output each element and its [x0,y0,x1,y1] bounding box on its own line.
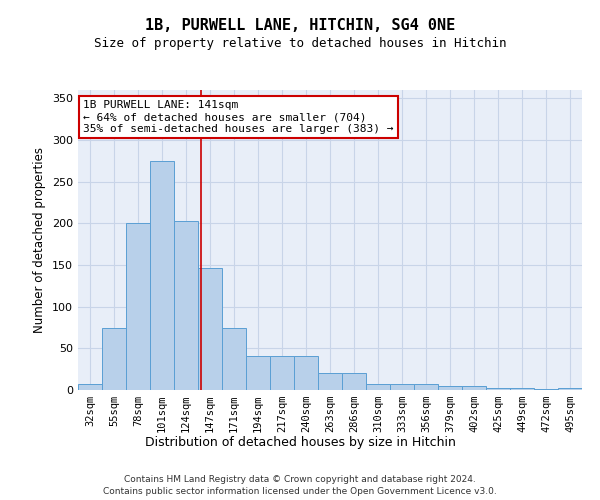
Text: Size of property relative to detached houses in Hitchin: Size of property relative to detached ho… [94,38,506,51]
Bar [342,374,366,390]
Bar [246,356,270,390]
Bar [270,356,294,390]
Bar [102,328,126,390]
Bar [510,388,534,390]
Bar [294,356,318,390]
Bar [558,388,582,390]
Bar [318,374,342,390]
Text: Distribution of detached houses by size in Hitchin: Distribution of detached houses by size … [145,436,455,449]
Bar [78,384,102,390]
Text: Contains HM Land Registry data © Crown copyright and database right 2024.: Contains HM Land Registry data © Crown c… [124,474,476,484]
Bar [222,328,246,390]
Y-axis label: Number of detached properties: Number of detached properties [34,147,46,333]
Bar [174,221,198,390]
Bar [486,388,510,390]
Bar [462,386,486,390]
Bar [198,268,222,390]
Text: 1B PURWELL LANE: 141sqm
← 64% of detached houses are smaller (704)
35% of semi-d: 1B PURWELL LANE: 141sqm ← 64% of detache… [83,100,394,134]
Bar [534,389,558,390]
Bar [126,224,150,390]
Bar [366,384,390,390]
Text: 1B, PURWELL LANE, HITCHIN, SG4 0NE: 1B, PURWELL LANE, HITCHIN, SG4 0NE [145,18,455,32]
Bar [150,161,174,390]
Text: Contains public sector information licensed under the Open Government Licence v3: Contains public sector information licen… [103,486,497,496]
Bar [390,384,414,390]
Bar [414,384,438,390]
Bar [438,386,462,390]
